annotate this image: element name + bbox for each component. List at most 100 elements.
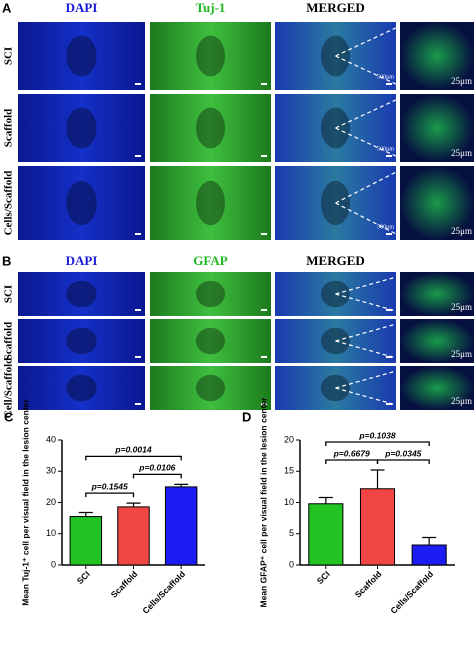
micrograph [150, 94, 271, 162]
y-tick-label: 20 [284, 434, 294, 444]
bracket [325, 441, 430, 446]
micrograph [18, 166, 145, 240]
micrograph [18, 319, 145, 363]
bar [164, 486, 198, 566]
scale-bar [386, 403, 392, 405]
zoom-guide [335, 169, 401, 237]
panel-letter: A [2, 0, 12, 15]
scale-bar [386, 356, 392, 358]
scale-bar [386, 233, 392, 235]
panel-letter: C [4, 409, 14, 424]
scale-label: 500μm [377, 74, 394, 80]
scale-label: 25μm [451, 302, 472, 312]
row-label: Scaffold [3, 322, 15, 361]
micrograph [400, 166, 474, 240]
scale-label: 25μm [451, 349, 472, 359]
bar [308, 503, 344, 566]
micrograph [18, 272, 145, 316]
row-label: Cells/Scaffold [3, 171, 15, 236]
row-label: SCI [3, 47, 15, 65]
micrograph [400, 319, 474, 363]
error-bar [370, 469, 385, 489]
x-tick-label: Cells/Scaffold [140, 569, 187, 616]
micrograph [150, 166, 271, 240]
lesion [66, 374, 97, 402]
error-bar [174, 483, 189, 487]
lesion [66, 107, 97, 149]
micrograph [150, 22, 271, 90]
lesion [195, 327, 226, 355]
p-value: p=0.6679 [333, 448, 370, 458]
row-label: Scaffold [3, 109, 15, 148]
column-header: MERGED [306, 0, 365, 15]
column-header: DAPI [66, 253, 98, 268]
scale-bar [386, 155, 392, 157]
scale-bar [261, 233, 267, 235]
y-axis-label: Mean GFAP⁺ cell per visual field in the … [258, 397, 268, 608]
scale-bar [386, 309, 392, 311]
scale-label: 25μm [451, 148, 472, 158]
x-tick-label: Cells/Scaffold [388, 569, 435, 616]
micrograph [18, 366, 145, 410]
scale-bar [261, 83, 267, 85]
error-bar [126, 502, 141, 507]
error-bar [318, 496, 333, 504]
scale-bar [135, 403, 141, 405]
micrograph [400, 272, 474, 316]
y-tick-label: 0 [289, 559, 294, 569]
y-tick-label: 10 [284, 497, 294, 507]
bar [69, 516, 103, 566]
lesion [195, 107, 226, 149]
y-tick-label: 0 [51, 559, 56, 569]
column-header: MERGED [306, 253, 365, 268]
lesion [66, 280, 97, 308]
row-label: Cell/Scaffold [3, 358, 15, 419]
lesion [195, 35, 226, 77]
x-tick-label: Scaffold [353, 569, 384, 600]
scale-bar [135, 83, 141, 85]
p-value: p=0.1545 [91, 481, 128, 491]
x-tick-label: SCI [315, 569, 332, 586]
panel-letter: D [242, 409, 251, 424]
column-header: Tuj-1 [196, 0, 226, 15]
micrograph [400, 94, 474, 162]
error-bar [422, 536, 437, 545]
scale-bar [261, 155, 267, 157]
lesion [195, 180, 226, 226]
scale-bar [261, 356, 267, 358]
bar [117, 506, 150, 566]
zoom-guide [335, 25, 401, 87]
p-value: p=0.0345 [384, 448, 421, 458]
lesion [195, 374, 226, 402]
bar [359, 488, 396, 566]
lesion [66, 180, 97, 226]
bracket [325, 459, 379, 464]
scale-label: 25μm [451, 396, 472, 406]
bracket [132, 473, 182, 479]
lesion [66, 327, 97, 355]
bracket [85, 455, 182, 461]
y-tick-label: 10 [46, 528, 56, 538]
panel-letter: B [2, 253, 11, 268]
micrograph [400, 366, 474, 410]
scale-label: 500μm [377, 224, 394, 230]
p-value: p=0.1038 [358, 430, 395, 440]
x-tick-label: Scaffold [109, 569, 140, 600]
y-tick-label: 30 [46, 466, 56, 476]
lesion [195, 280, 226, 308]
micrograph [150, 272, 271, 316]
error-bar [78, 511, 93, 517]
bracket [85, 492, 135, 498]
micrograph [150, 366, 271, 410]
bracket [376, 459, 430, 464]
column-header: GFAP [193, 253, 227, 268]
bar [411, 544, 447, 566]
micrograph [18, 94, 145, 162]
scale-label: 500μm [377, 146, 394, 152]
scale-bar [261, 403, 267, 405]
y-tick-label: 15 [284, 466, 294, 476]
micrograph [400, 22, 474, 90]
p-value: p=0.0106 [138, 463, 175, 473]
column-header: DAPI [66, 0, 98, 15]
